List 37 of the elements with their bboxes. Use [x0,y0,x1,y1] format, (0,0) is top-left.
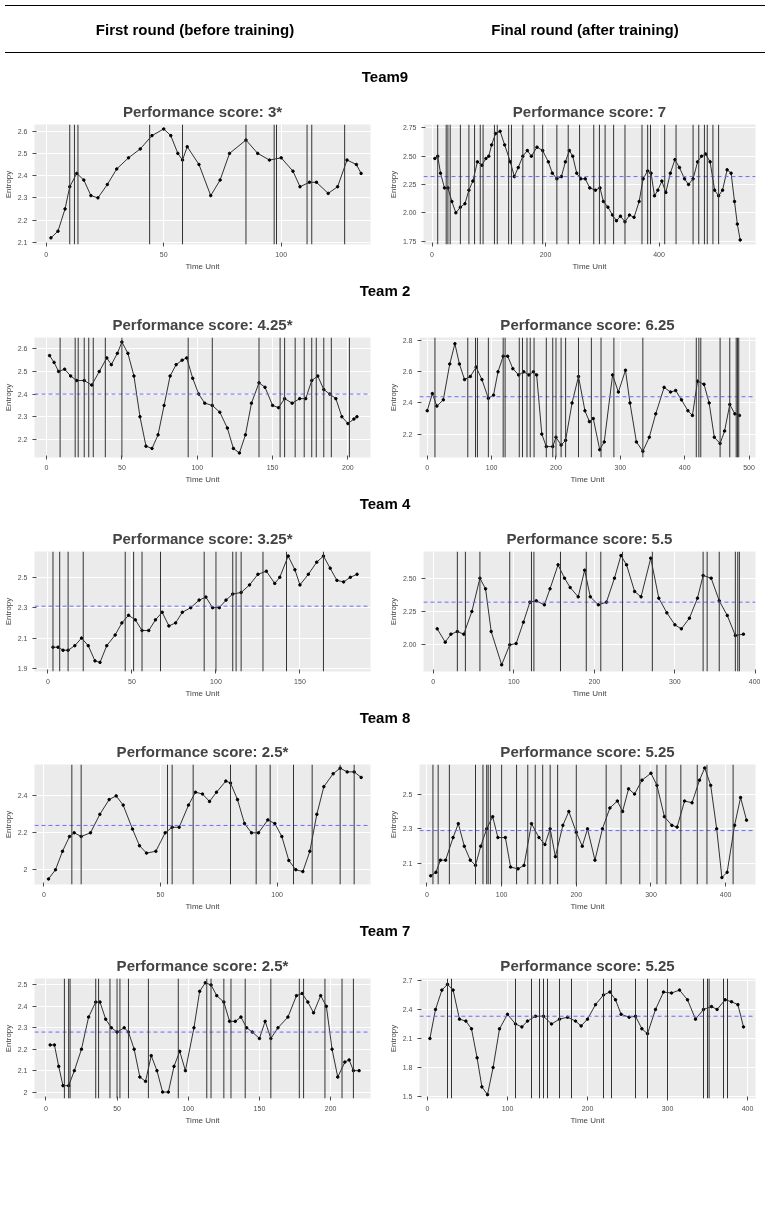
x-axis-title: Time Unit [570,1115,606,1125]
text: Team 2 [359,280,411,301]
chart-title: Performance score: 3* [122,102,283,120]
y-axis-title: Entropy [388,597,398,625]
y-axis-title: Entropy [388,1024,398,1052]
x-axis-title: Time Unit [185,1115,221,1125]
chart-title: Performance score: 4.25* [112,315,293,333]
y-axis-title: Entropy [3,383,13,412]
chart-title: Performance score: 7 [512,102,667,120]
y-axis-title: Entropy [3,597,13,625]
text: Team9 [361,67,409,88]
text: First round (before training) [95,20,295,40]
x-axis-title: Time Unit [572,261,608,271]
chart-title: Performance score: 2.5* [116,956,289,974]
y-axis-title: Entropy [388,383,398,412]
x-axis-title: Time Unit [572,688,608,698]
x-axis-title: Time Unit [185,261,221,271]
y-axis-title: Entropy [3,1024,13,1052]
text: Team 8 [359,707,411,728]
chart-title: Performance score: 5.25 [500,742,675,760]
y-axis-title: Entropy [3,170,13,199]
y-axis-title: Entropy [3,810,13,839]
chart-title: Performance score: 2.5* [116,742,289,760]
x-axis-title: Time Unit [185,474,221,484]
chart-title: Performance score: 3.25* [112,529,293,547]
y-axis-title: Entropy [388,810,398,839]
x-axis-title: Time Unit [570,474,606,484]
y-axis-title: Entropy [388,170,398,199]
text: Final round (after training) [491,20,679,40]
chart-title: Performance score: 5.25 [500,956,675,974]
chart-title: Performance score: 5.5 [506,529,673,547]
x-axis-title: Time Unit [570,901,606,911]
chart-title: Performance score: 6.25 [500,315,675,333]
x-axis-title: Time Unit [185,688,221,698]
x-axis-title: Time Unit [185,901,221,911]
text: Team 4 [359,494,411,515]
text: Team 7 [359,921,411,942]
